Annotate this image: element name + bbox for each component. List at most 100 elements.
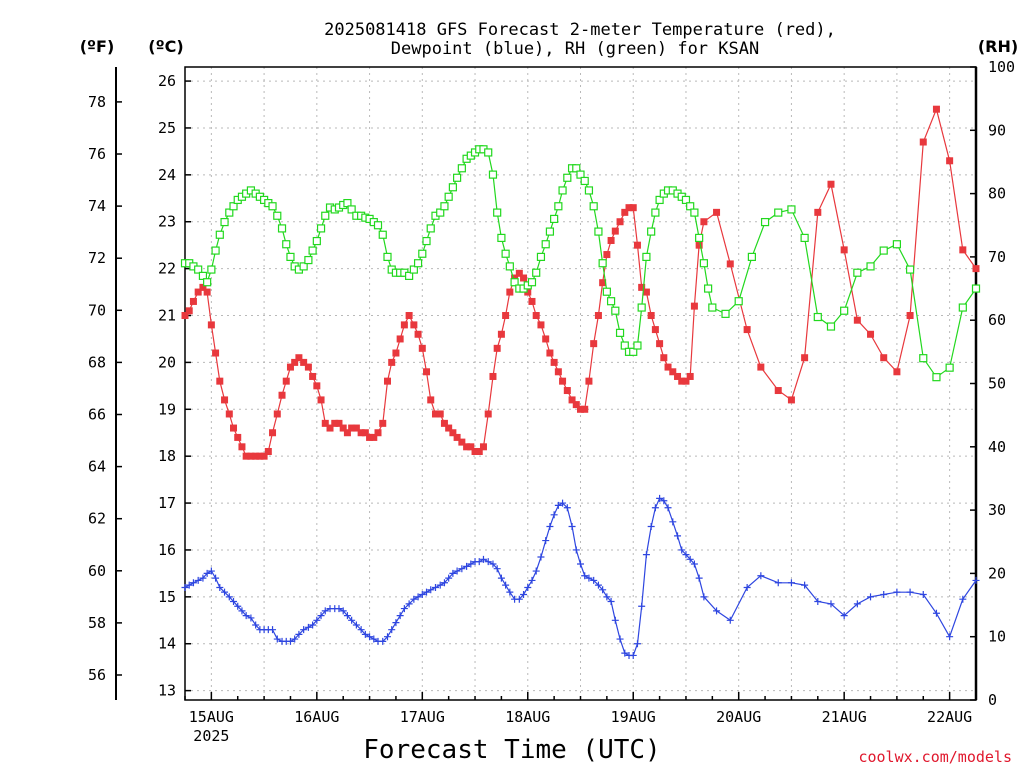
celsius-tick-label-0: 13 — [158, 682, 176, 700]
temperature-point-107 — [651, 326, 659, 334]
dewpoint-point-131 — [880, 591, 888, 598]
dewpoint-point-65 — [467, 560, 475, 568]
dewpoint-point-57 — [431, 583, 439, 591]
temperature-point-102 — [629, 204, 637, 212]
rh-point-108 — [655, 195, 664, 205]
dewpoint-point-100 — [621, 649, 629, 657]
dewpoint-point-6 — [207, 567, 215, 575]
temperature-point-27 — [300, 358, 308, 366]
temperature-point-92 — [585, 377, 593, 385]
rh-point-11 — [229, 202, 238, 211]
rh-point-92 — [584, 186, 594, 195]
rh-point-69 — [484, 148, 493, 157]
dewpoint-point-68 — [479, 555, 487, 563]
rh-point-58 — [436, 208, 445, 217]
dewpoint-point-63 — [458, 565, 466, 573]
dewpoint-point-127 — [827, 600, 835, 608]
fahrenheit-tick-label-3: 62 — [88, 510, 106, 528]
temperature-point-30 — [313, 382, 321, 390]
rh-point-98 — [611, 306, 620, 315]
dewpoint-point-16 — [252, 621, 260, 629]
dewpoint-point-97 — [607, 598, 615, 606]
rh-point-103 — [633, 341, 642, 350]
credit-text: coolwx.com/models — [858, 748, 1012, 766]
temperature-point-120 — [726, 260, 734, 268]
rh-point-89 — [572, 164, 581, 173]
dewpoint-point-105 — [642, 551, 650, 559]
temperature-point-37 — [343, 429, 351, 437]
temperature-point-71 — [493, 344, 501, 352]
celsius-tick-label-7: 20 — [158, 353, 176, 371]
temperature-point-123 — [774, 387, 782, 395]
dewpoint-point-30 — [313, 616, 321, 624]
rh-point-71 — [493, 208, 502, 217]
temperature-point-42 — [366, 433, 374, 441]
fahrenheit-tick-label-6: 68 — [88, 353, 106, 371]
dewpoint-point-43 — [370, 635, 378, 643]
temperature-point-73 — [502, 312, 510, 320]
temperature-point-59 — [440, 419, 448, 427]
dewpoint-point-59 — [440, 579, 448, 587]
temperature-point-115 — [686, 372, 694, 380]
dewpoint-point-134 — [919, 591, 927, 598]
dewpoint-point-4 — [199, 574, 207, 582]
temperature-point-3 — [194, 288, 202, 296]
temperature-point-80 — [532, 312, 540, 320]
rh-point-105 — [642, 252, 651, 261]
temperature-point-49 — [396, 335, 404, 343]
celsius-unit-label: (ºC) — [148, 37, 183, 56]
temperature-point-7 — [212, 349, 220, 357]
temperature-point-52 — [410, 321, 418, 329]
rh-tick-label-8: 80 — [988, 185, 1006, 203]
rh-tick-label-7: 70 — [988, 248, 1006, 266]
dewpoint-point-112 — [674, 532, 682, 540]
dewpoint-point-24 — [286, 637, 294, 645]
temperature-point-16 — [252, 452, 260, 460]
dewpoint-point-67 — [475, 558, 483, 566]
rh-point-72 — [497, 233, 506, 243]
dewpoint-point-50 — [400, 605, 408, 613]
dewpoint-point-3 — [194, 576, 202, 584]
rh-point-140 — [971, 284, 981, 293]
dewpoint-point-84 — [550, 511, 558, 519]
rh-point-90 — [576, 170, 585, 179]
rh-point-73 — [501, 249, 510, 258]
dewpoint-point-32 — [321, 607, 329, 615]
rh-point-51 — [405, 271, 414, 280]
temperature-point-60 — [445, 424, 453, 432]
temperature-point-44 — [374, 429, 382, 437]
temperature-point-26 — [295, 354, 303, 362]
rh-point-87 — [563, 173, 572, 182]
temperature-point-40 — [357, 429, 365, 437]
rh-point-95 — [598, 259, 607, 268]
temperature-point-61 — [449, 429, 457, 437]
temperature-point-104 — [638, 283, 646, 291]
dewpoint-point-12 — [234, 602, 242, 610]
temperature-point-84 — [550, 358, 558, 366]
rh-point-120 — [708, 303, 717, 312]
dewpoint-point-128 — [840, 612, 848, 620]
dewpoint-point-103 — [633, 640, 641, 648]
rh-point-96 — [602, 287, 611, 296]
rh-point-6 — [207, 265, 216, 274]
rh-tick-label-4: 40 — [988, 438, 1006, 456]
temperature-point-78 — [524, 288, 532, 296]
temperature-point-31 — [317, 396, 325, 404]
rh-point-139 — [958, 303, 967, 312]
dewpoint-point-114 — [682, 551, 690, 559]
temperature-point-94 — [594, 312, 602, 320]
dewpoint-point-126 — [814, 598, 822, 606]
celsius-tick-label-3: 16 — [158, 541, 176, 559]
dewpoint-point-15 — [247, 614, 255, 622]
temperature-point-38 — [348, 424, 356, 432]
rh-point-121 — [721, 309, 730, 318]
rh-point-59 — [440, 202, 449, 211]
celsius-tick-label-13: 26 — [158, 72, 176, 90]
dewpoint-point-53 — [414, 593, 422, 601]
temperature-point-138 — [972, 265, 980, 273]
rh-point-118 — [699, 259, 708, 268]
dewpoint-point-55 — [423, 588, 431, 596]
dewpoint-point-133 — [906, 588, 914, 596]
rh-point-4 — [198, 271, 208, 280]
